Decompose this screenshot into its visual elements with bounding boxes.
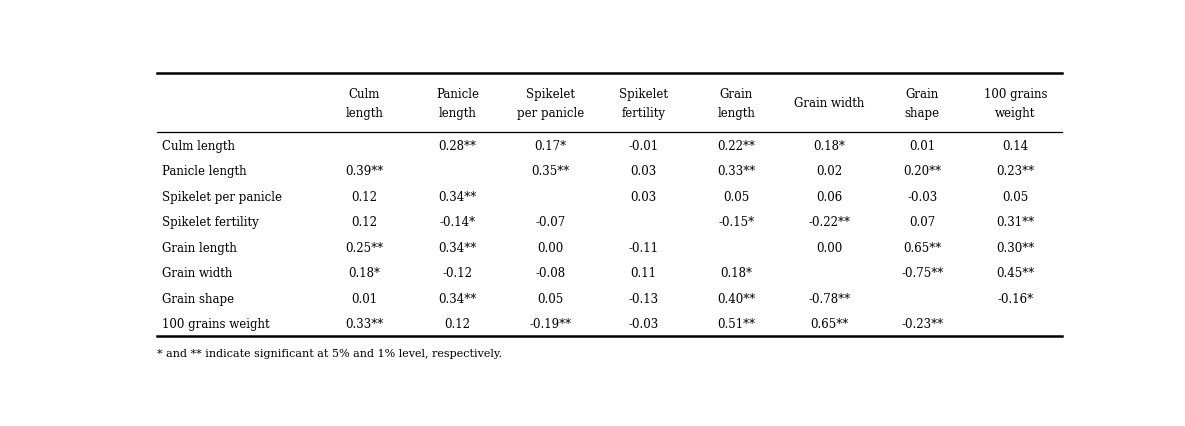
Text: 0.34**: 0.34** [438,190,476,203]
Text: 0.28**: 0.28** [438,139,476,153]
Text: -0.19**: -0.19** [530,317,571,330]
Text: 0.25**: 0.25** [346,241,384,254]
Text: 0.14: 0.14 [1003,139,1029,153]
Text: length: length [346,106,384,119]
Text: Grain: Grain [905,88,939,101]
Text: 0.22**: 0.22** [717,139,756,153]
Text: -0.01: -0.01 [628,139,659,153]
Text: weight: weight [995,106,1036,119]
Text: 0.11: 0.11 [630,266,656,279]
Text: 0.03: 0.03 [630,190,656,203]
Text: length: length [718,106,755,119]
Text: 0.65**: 0.65** [903,241,942,254]
Text: Grain width: Grain width [162,266,232,279]
Text: Spikelet: Spikelet [619,88,668,101]
Text: -0.11: -0.11 [628,241,659,254]
Text: 0.00: 0.00 [816,241,843,254]
Text: Spikelet: Spikelet [526,88,575,101]
Text: -0.14*: -0.14* [440,216,475,229]
Text: -0.13: -0.13 [628,292,659,305]
Text: 0.07: 0.07 [909,216,935,229]
Text: Grain shape: Grain shape [162,292,233,305]
Text: 0.17*: 0.17* [534,139,566,153]
Text: -0.16*: -0.16* [998,292,1033,305]
Text: -0.07: -0.07 [536,216,565,229]
Text: Culm: Culm [348,88,380,101]
Text: Grain width: Grain width [794,97,865,110]
Text: Culm length: Culm length [162,139,235,153]
Text: 0.05: 0.05 [537,292,564,305]
Text: 0.00: 0.00 [537,241,564,254]
Text: 0.51**: 0.51** [717,317,756,330]
Text: 0.05: 0.05 [723,190,750,203]
Text: 0.30**: 0.30** [997,241,1035,254]
Text: 0.65**: 0.65** [811,317,848,330]
Text: 100 grains: 100 grains [984,88,1048,101]
Text: 0.18*: 0.18* [348,266,380,279]
Text: 0.33**: 0.33** [717,165,756,178]
Text: Spikelet fertility: Spikelet fertility [162,216,258,229]
Text: 0.06: 0.06 [816,190,843,203]
Text: Grain length: Grain length [162,241,237,254]
Text: 100 grains weight: 100 grains weight [162,317,269,330]
Text: length: length [438,106,476,119]
Text: -0.15*: -0.15* [718,216,755,229]
Text: -0.08: -0.08 [536,266,565,279]
Text: 0.12: 0.12 [352,216,378,229]
Text: -0.03: -0.03 [628,317,659,330]
Text: 0.12: 0.12 [352,190,378,203]
Text: 0.12: 0.12 [444,317,470,330]
Text: 0.35**: 0.35** [531,165,570,178]
Text: Panicle length: Panicle length [162,165,246,178]
Text: 0.34**: 0.34** [438,241,476,254]
Text: * and ** indicate significant at 5% and 1% level, respectively.: * and ** indicate significant at 5% and … [158,348,502,358]
Text: 0.01: 0.01 [909,139,935,153]
Text: 0.45**: 0.45** [997,266,1035,279]
Text: 0.40**: 0.40** [717,292,756,305]
Text: 0.01: 0.01 [352,292,378,305]
Text: fertility: fertility [621,106,666,119]
Text: -0.75**: -0.75** [902,266,943,279]
Text: -0.23**: -0.23** [902,317,943,330]
Text: 0.05: 0.05 [1003,190,1029,203]
Text: 0.18*: 0.18* [720,266,752,279]
Text: 0.39**: 0.39** [345,165,384,178]
Text: 0.18*: 0.18* [813,139,845,153]
Text: 0.31**: 0.31** [997,216,1035,229]
Text: per panicle: per panicle [517,106,584,119]
Text: -0.22**: -0.22** [808,216,851,229]
Text: Panicle: Panicle [436,88,479,101]
Text: Grain: Grain [719,88,754,101]
Text: 0.33**: 0.33** [345,317,384,330]
Text: shape: shape [905,106,940,119]
Text: 0.34**: 0.34** [438,292,476,305]
Text: 0.23**: 0.23** [997,165,1035,178]
Text: -0.12: -0.12 [442,266,473,279]
Text: 0.20**: 0.20** [903,165,942,178]
Text: 0.02: 0.02 [816,165,843,178]
Text: 0.03: 0.03 [630,165,656,178]
Text: -0.03: -0.03 [908,190,937,203]
Text: Spikelet per panicle: Spikelet per panicle [162,190,282,203]
Text: -0.78**: -0.78** [808,292,851,305]
